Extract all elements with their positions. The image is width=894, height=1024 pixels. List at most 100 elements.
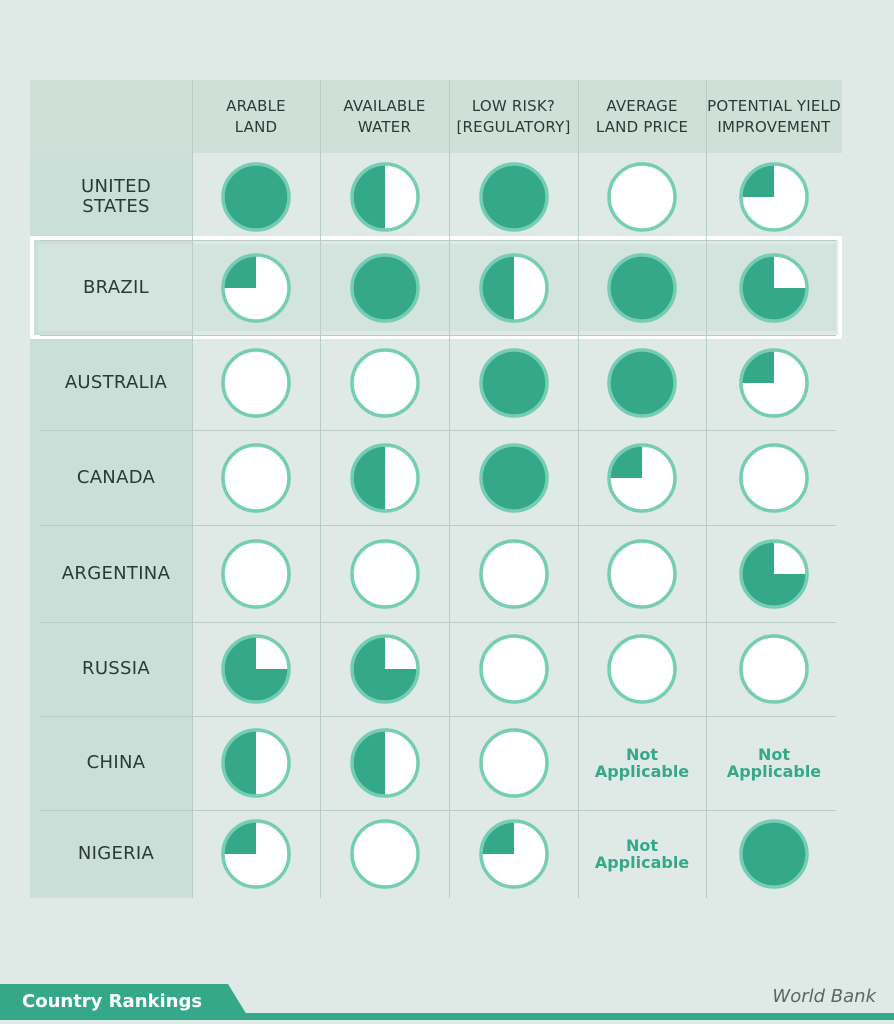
column-header: ARABLE LAND <box>226 96 286 136</box>
rating-cell <box>320 525 449 622</box>
rating-cell <box>192 153 320 240</box>
rating-circle-icon <box>221 252 291 323</box>
circle-base <box>351 821 418 887</box>
rating-cell <box>449 810 578 898</box>
footer-title: Country Rankings <box>22 991 203 1012</box>
rating-circle-icon <box>349 538 420 609</box>
circle-ring <box>478 538 549 609</box>
circle-base <box>741 444 807 511</box>
circle-ring <box>349 634 420 704</box>
column-divider <box>449 80 450 898</box>
rating-circle-icon <box>607 252 677 323</box>
country-label: AUSTRALIA <box>64 371 168 393</box>
circle-ring <box>478 728 549 798</box>
rating-circle-icon <box>349 161 420 232</box>
circle-ring <box>739 161 809 232</box>
country-label: BRAZIL <box>83 276 149 298</box>
circle-base <box>480 163 547 230</box>
circle-ring <box>349 252 420 323</box>
rating-cell <box>320 240 449 335</box>
circle-base <box>609 540 675 607</box>
circle-ring <box>221 634 291 704</box>
circle-ring <box>478 634 549 704</box>
circle-base <box>609 163 675 230</box>
rating-cell <box>706 810 842 898</box>
rating-circle-icon <box>607 442 677 513</box>
rating-cell <box>578 240 706 335</box>
circle-base <box>609 349 675 416</box>
rating-cell <box>706 335 842 430</box>
circle-base <box>609 254 675 321</box>
circle-ring <box>349 819 420 889</box>
circle-ring <box>349 347 420 418</box>
rating-circle-icon <box>607 538 677 609</box>
rating-cell <box>449 335 578 430</box>
circle-ring <box>478 252 549 323</box>
rating-cell <box>578 622 706 716</box>
rating-circle-icon <box>221 347 291 418</box>
rating-cell <box>192 716 320 810</box>
circle-ring <box>478 442 549 513</box>
rating-cell <box>320 430 449 525</box>
rating-cell <box>706 430 842 525</box>
circle-ring <box>221 252 291 323</box>
footer-source: World Bank <box>772 986 876 1007</box>
country-label: ARGENTINA <box>61 562 171 584</box>
rating-circle-icon <box>349 819 420 889</box>
rating-cell <box>449 430 578 525</box>
circle-fill-wedge <box>480 254 514 321</box>
circle-base <box>223 540 289 607</box>
row-divider <box>40 430 836 431</box>
rating-circle-icon <box>607 161 677 232</box>
rating-circle-icon <box>478 252 549 323</box>
rating-cell <box>449 622 578 716</box>
circle-ring <box>607 538 677 609</box>
rating-circle-icon <box>478 819 549 889</box>
not-applicable-label: Not Applicable <box>594 745 690 781</box>
rating-cell <box>192 810 320 898</box>
rating-circle-icon <box>349 442 420 513</box>
rating-cell <box>192 622 320 716</box>
rating-circle-icon <box>349 252 420 323</box>
rating-circle-icon <box>221 634 291 704</box>
circle-fill-wedge <box>351 163 385 230</box>
rating-cell <box>320 716 449 810</box>
rating-cell <box>578 153 706 240</box>
circle-ring <box>349 442 420 513</box>
not-applicable-label: Not Applicable <box>594 836 690 872</box>
circle-ring <box>221 442 291 513</box>
circle-fill-wedge <box>351 730 385 796</box>
circle-ring <box>221 161 291 232</box>
circle-fill-wedge <box>741 349 774 383</box>
rating-cell <box>706 153 842 240</box>
rating-circle-icon <box>739 819 809 889</box>
row-divider <box>40 716 836 717</box>
circle-base <box>480 349 547 416</box>
circle-base <box>741 821 807 887</box>
country-label: UNITED STATES <box>81 175 151 217</box>
circle-base <box>351 254 418 321</box>
column-header: POTENTIAL YIELD IMPROVEMENT <box>707 96 841 136</box>
column-divider <box>578 80 579 898</box>
circle-ring <box>478 819 549 889</box>
circle-ring <box>349 538 420 609</box>
circle-base <box>480 730 547 796</box>
rating-cell <box>706 622 842 716</box>
circle-base <box>480 540 547 607</box>
column-divider <box>192 80 193 898</box>
rating-cell <box>449 153 578 240</box>
country-label: NIGERIA <box>77 843 155 864</box>
circle-base <box>223 349 289 416</box>
rating-cell <box>320 335 449 430</box>
rating-cell: Not Applicable <box>706 716 842 810</box>
row-divider <box>40 622 836 623</box>
country-label: CHINA <box>86 752 146 773</box>
rating-circle-icon <box>739 538 809 609</box>
footer-tab <box>0 984 250 1020</box>
rating-cell <box>192 430 320 525</box>
rating-circle-icon <box>349 634 420 704</box>
circle-fill-wedge <box>480 821 514 854</box>
rating-circle-icon <box>478 634 549 704</box>
rating-cell <box>449 240 578 335</box>
